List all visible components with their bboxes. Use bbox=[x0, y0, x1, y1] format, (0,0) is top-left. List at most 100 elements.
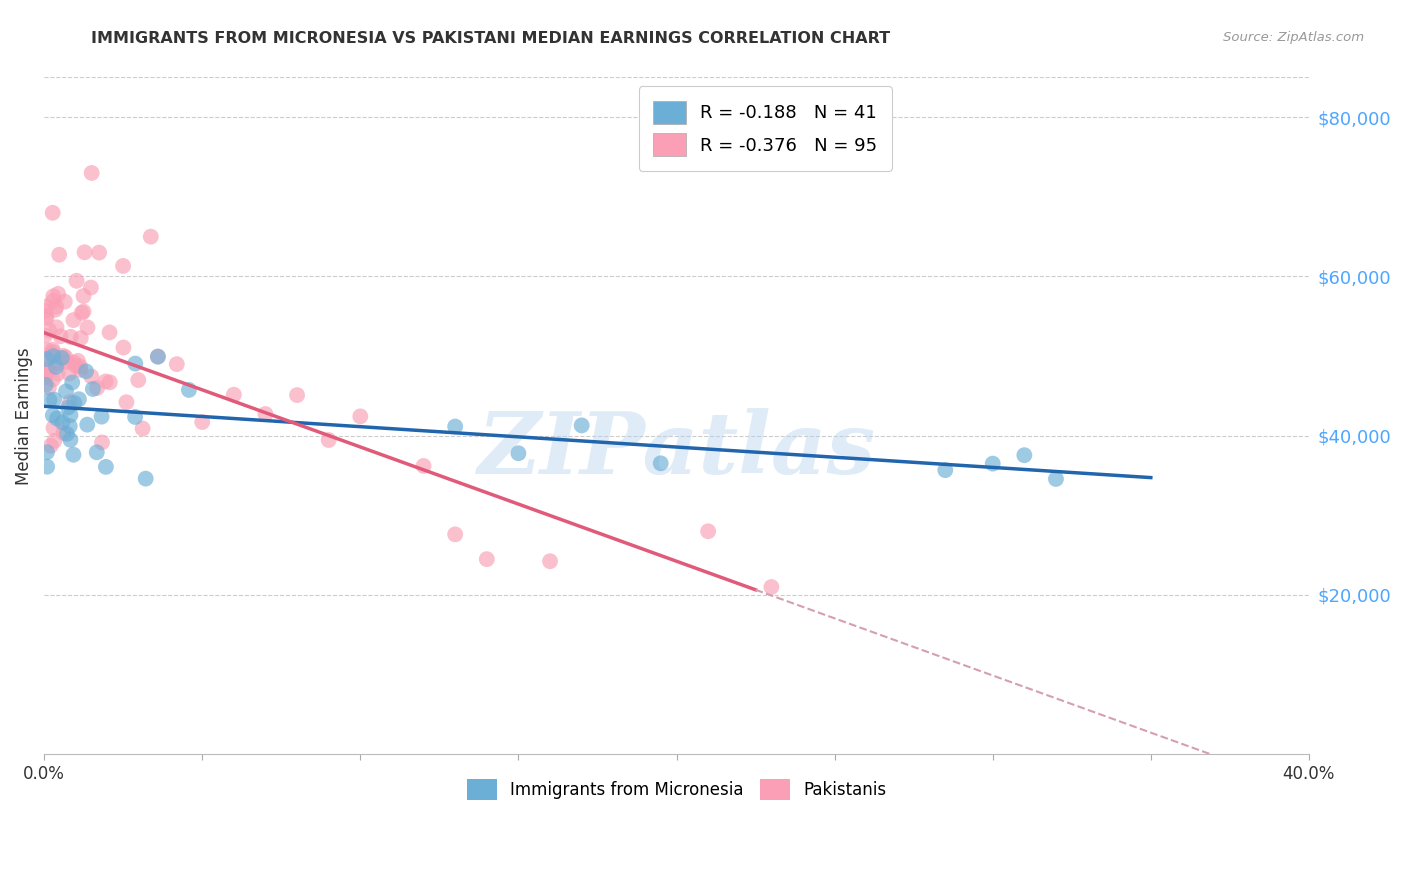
Point bbox=[59, 408, 82, 422]
Point bbox=[42, 289, 65, 303]
Point bbox=[41, 206, 63, 220]
Point bbox=[98, 376, 121, 390]
Point bbox=[697, 524, 720, 539]
Point bbox=[80, 280, 103, 294]
Point bbox=[45, 359, 67, 374]
Point bbox=[55, 384, 77, 399]
Point bbox=[444, 419, 467, 434]
Point bbox=[91, 435, 114, 450]
Point bbox=[508, 446, 530, 460]
Point bbox=[35, 445, 58, 459]
Point bbox=[69, 362, 91, 376]
Point bbox=[146, 350, 169, 364]
Point bbox=[56, 401, 79, 415]
Point bbox=[131, 421, 153, 435]
Point bbox=[76, 417, 98, 432]
Point bbox=[35, 352, 58, 367]
Legend: Immigrants from Micronesia, Pakistanis: Immigrants from Micronesia, Pakistanis bbox=[453, 765, 900, 814]
Point bbox=[94, 375, 117, 389]
Point bbox=[222, 387, 245, 401]
Point bbox=[72, 304, 94, 318]
Point bbox=[34, 304, 56, 318]
Point bbox=[48, 248, 70, 262]
Point bbox=[571, 418, 593, 433]
Point bbox=[55, 355, 77, 369]
Point bbox=[34, 328, 56, 343]
Point bbox=[37, 343, 59, 357]
Point bbox=[76, 320, 98, 334]
Point bbox=[115, 395, 138, 409]
Text: ZIPatlas: ZIPatlas bbox=[478, 408, 876, 491]
Point bbox=[60, 376, 83, 390]
Point bbox=[35, 358, 58, 372]
Point bbox=[981, 457, 1004, 471]
Point bbox=[35, 309, 58, 323]
Point bbox=[59, 419, 82, 434]
Point bbox=[412, 458, 434, 473]
Point bbox=[62, 355, 84, 369]
Point bbox=[34, 370, 56, 384]
Point bbox=[934, 463, 956, 477]
Point bbox=[38, 381, 60, 395]
Point bbox=[46, 286, 69, 301]
Point bbox=[39, 439, 62, 453]
Y-axis label: Median Earnings: Median Earnings bbox=[15, 347, 32, 484]
Point bbox=[49, 329, 72, 343]
Point bbox=[44, 302, 66, 317]
Point bbox=[139, 229, 162, 244]
Point bbox=[67, 392, 90, 407]
Point bbox=[444, 527, 467, 541]
Point bbox=[63, 396, 86, 410]
Point bbox=[52, 349, 75, 363]
Point bbox=[98, 326, 121, 340]
Point bbox=[41, 343, 63, 357]
Point bbox=[127, 373, 149, 387]
Point bbox=[42, 349, 65, 363]
Point bbox=[124, 409, 146, 424]
Point bbox=[112, 341, 135, 355]
Point bbox=[34, 362, 56, 376]
Point bbox=[1045, 472, 1067, 486]
Point bbox=[38, 363, 60, 377]
Point bbox=[51, 416, 73, 430]
Point bbox=[35, 299, 58, 313]
Point bbox=[45, 300, 67, 314]
Point bbox=[62, 313, 84, 327]
Point bbox=[86, 381, 108, 395]
Point bbox=[87, 245, 110, 260]
Point bbox=[34, 367, 56, 381]
Point bbox=[38, 323, 60, 337]
Point bbox=[82, 382, 104, 396]
Point bbox=[69, 331, 91, 345]
Point bbox=[46, 411, 69, 425]
Point bbox=[42, 409, 65, 423]
Text: Source: ZipAtlas.com: Source: ZipAtlas.com bbox=[1223, 31, 1364, 45]
Point bbox=[135, 472, 157, 486]
Point bbox=[48, 356, 70, 370]
Point bbox=[37, 459, 59, 474]
Point bbox=[34, 377, 56, 392]
Point bbox=[42, 345, 65, 359]
Point bbox=[1014, 448, 1036, 462]
Point bbox=[53, 294, 76, 309]
Point bbox=[80, 369, 103, 384]
Point bbox=[62, 448, 84, 462]
Point bbox=[56, 426, 79, 441]
Point bbox=[41, 346, 63, 360]
Point bbox=[112, 259, 135, 273]
Point bbox=[45, 320, 67, 334]
Point bbox=[349, 409, 371, 424]
Point bbox=[66, 354, 89, 368]
Point bbox=[70, 306, 93, 320]
Point bbox=[86, 445, 108, 459]
Point bbox=[166, 357, 188, 371]
Point bbox=[191, 415, 214, 429]
Point bbox=[72, 289, 94, 303]
Point bbox=[318, 433, 340, 447]
Point bbox=[42, 392, 65, 407]
Point bbox=[59, 330, 82, 344]
Point bbox=[69, 359, 91, 374]
Text: IMMIGRANTS FROM MICRONESIA VS PAKISTANI MEDIAN EARNINGS CORRELATION CHART: IMMIGRANTS FROM MICRONESIA VS PAKISTANI … bbox=[91, 31, 890, 46]
Point bbox=[35, 363, 58, 377]
Point bbox=[44, 434, 66, 448]
